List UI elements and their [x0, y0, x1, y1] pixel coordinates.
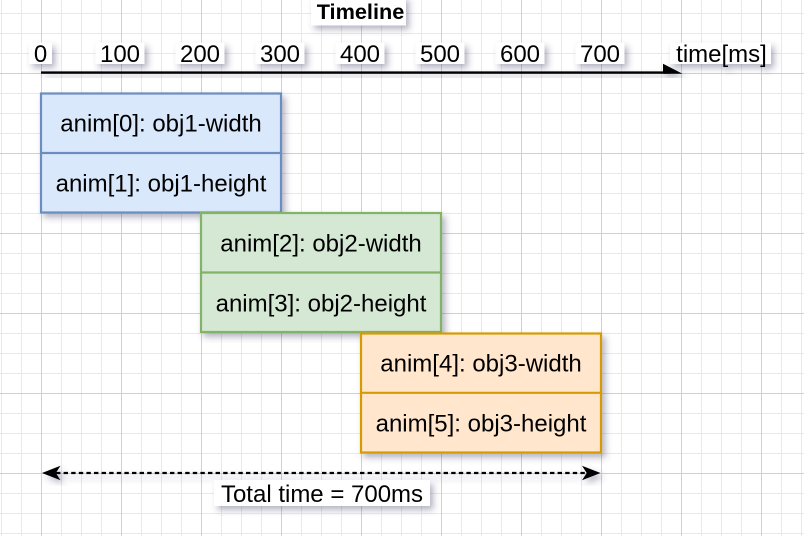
svg-text:400: 400 — [340, 41, 380, 68]
svg-text:anim[5]: obj3-height: anim[5]: obj3-height — [376, 411, 587, 438]
svg-text:anim[1]: obj1-height: anim[1]: obj1-height — [56, 171, 267, 198]
svg-text:500: 500 — [420, 41, 460, 68]
svg-text:anim[3]: obj2-height: anim[3]: obj2-height — [216, 291, 427, 318]
svg-text:200: 200 — [180, 41, 220, 68]
svg-text:600: 600 — [500, 41, 540, 68]
svg-text:anim[4]: obj3-width: anim[4]: obj3-width — [380, 351, 581, 378]
svg-text:anim[0]: obj1-width: anim[0]: obj1-width — [60, 111, 261, 138]
svg-text:100: 100 — [100, 41, 140, 68]
svg-text:time[ms]: time[ms] — [676, 41, 767, 68]
svg-text:0: 0 — [34, 41, 47, 68]
svg-text:Timeline: Timeline — [317, 0, 405, 24]
svg-text:300: 300 — [260, 41, 300, 68]
svg-text:Total time = 700ms: Total time = 700ms — [221, 481, 423, 508]
svg-text:700: 700 — [580, 41, 620, 68]
svg-text:anim[2]: obj2-width: anim[2]: obj2-width — [220, 231, 421, 258]
